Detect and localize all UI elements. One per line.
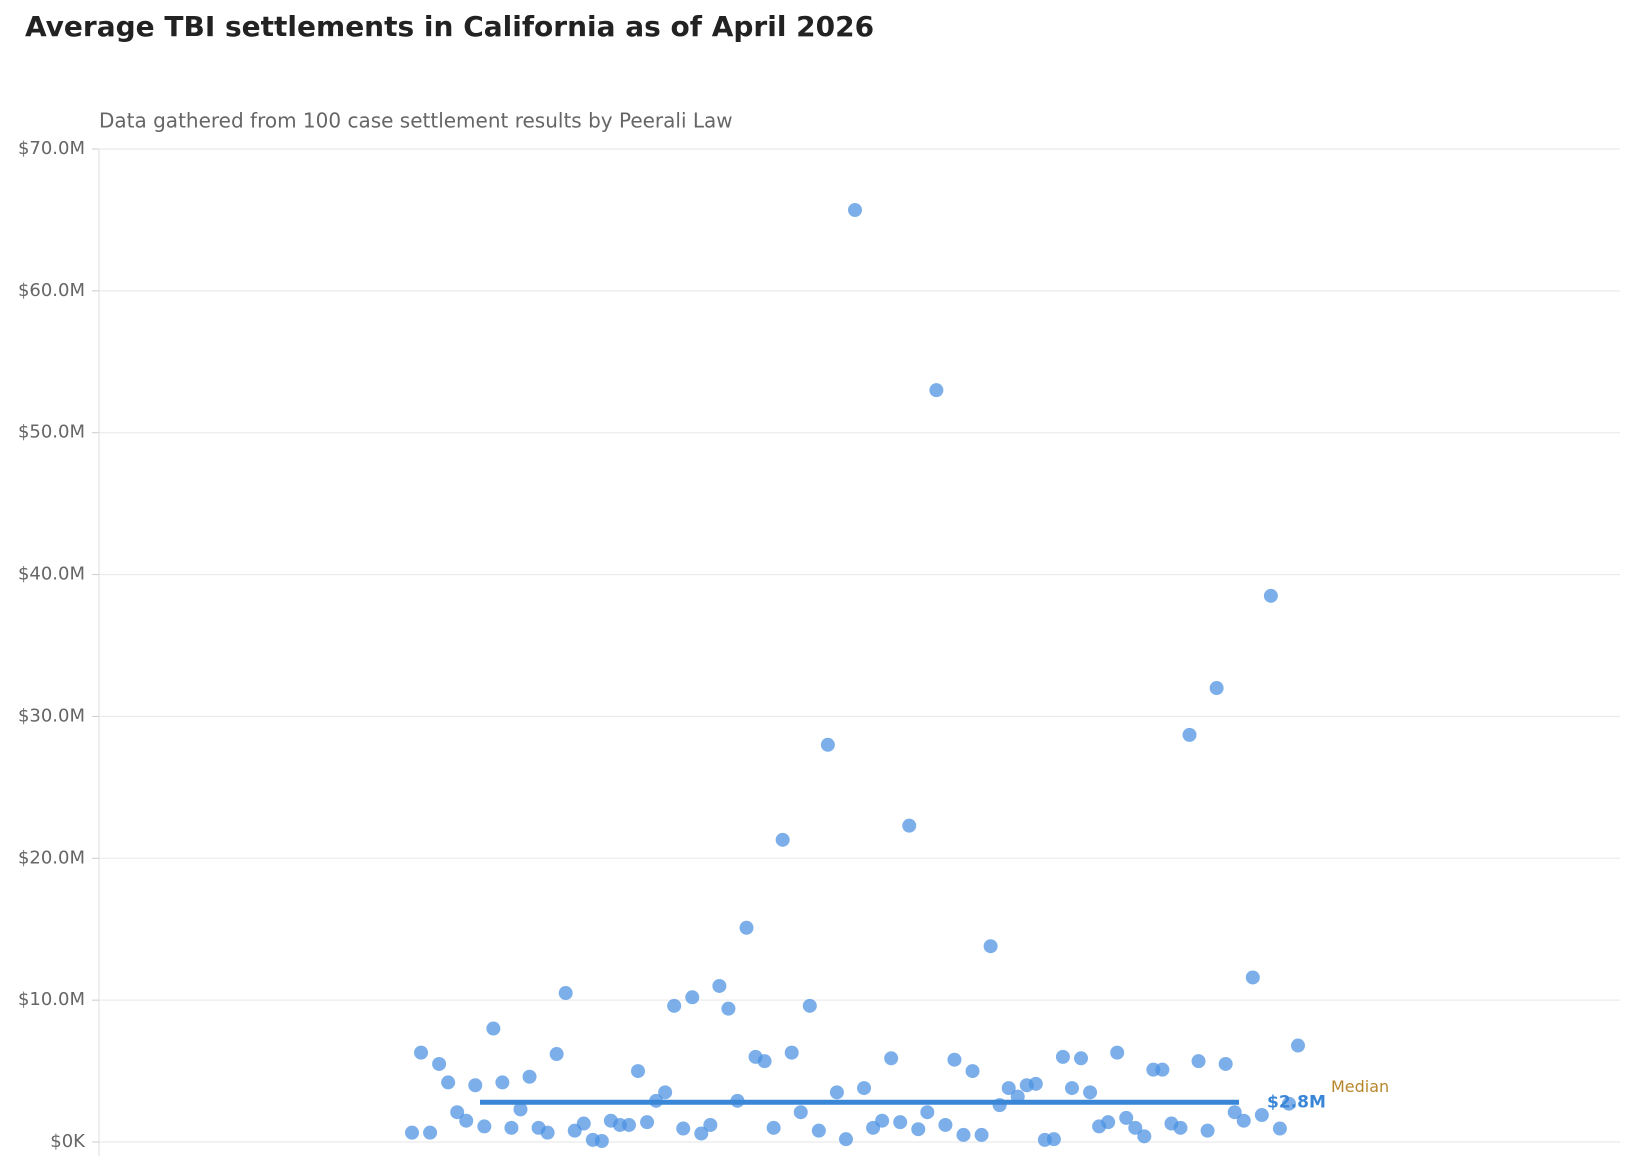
data-point (1083, 1085, 1098, 1100)
data-point (1028, 1076, 1043, 1091)
data-point (1137, 1129, 1152, 1144)
data-point (775, 832, 790, 847)
data-point (477, 1119, 492, 1134)
y-tick-label: $60.0M (18, 280, 85, 301)
data-point (829, 1085, 844, 1100)
data-point (621, 1117, 636, 1132)
data-point (640, 1115, 655, 1130)
data-point (857, 1081, 872, 1096)
data-point (739, 920, 754, 935)
data-point (495, 1075, 510, 1090)
data-point (1046, 1132, 1061, 1147)
data-point (920, 1105, 935, 1120)
data-point (513, 1102, 528, 1117)
data-point (558, 986, 573, 1001)
data-point (685, 990, 700, 1005)
data-point (793, 1105, 808, 1120)
data-point (956, 1127, 971, 1142)
data-point (1191, 1054, 1206, 1069)
data-point (1227, 1105, 1242, 1120)
data-point (911, 1122, 926, 1137)
data-point (1182, 727, 1197, 742)
data-point (947, 1052, 962, 1067)
data-point (1128, 1120, 1143, 1135)
data-point (784, 1045, 799, 1060)
data-point (468, 1078, 483, 1093)
data-point (965, 1064, 980, 1079)
data-point (423, 1125, 438, 1140)
data-point (441, 1075, 456, 1090)
median-label: Median (1331, 1077, 1389, 1096)
data-point (594, 1134, 609, 1149)
data-point (1110, 1045, 1125, 1060)
data-point (1236, 1113, 1251, 1128)
data-point (576, 1116, 591, 1131)
data-point (1245, 970, 1260, 985)
data-point (838, 1132, 853, 1147)
data-point (1074, 1051, 1089, 1066)
data-point (802, 998, 817, 1013)
data-point (694, 1126, 709, 1141)
data-point (414, 1045, 429, 1060)
y-tick-label: $10.0M (18, 989, 85, 1010)
data-point (884, 1051, 899, 1066)
data-point (721, 1001, 736, 1016)
data-point (676, 1121, 691, 1136)
data-point (820, 737, 835, 752)
data-point (504, 1120, 519, 1135)
data-point (1119, 1110, 1134, 1125)
data-point (875, 1113, 890, 1128)
data-point (1281, 1096, 1296, 1111)
data-point (1200, 1123, 1215, 1138)
y-tick-label: $40.0M (18, 564, 85, 585)
data-point (929, 383, 944, 398)
median-value-label: $2.8M (1267, 1092, 1326, 1112)
y-tick-label: $30.0M (18, 705, 85, 726)
data-point (1064, 1081, 1079, 1096)
y-tick-label: $70.0M (18, 138, 85, 159)
data-point (450, 1105, 465, 1120)
data-point (1209, 681, 1224, 696)
data-point (1055, 1049, 1070, 1064)
y-tick-label: $0K (50, 1131, 86, 1152)
data-point (522, 1069, 537, 1084)
data-point (667, 998, 682, 1013)
y-tick-label: $20.0M (18, 847, 85, 868)
data-point (974, 1127, 989, 1142)
data-point (902, 818, 917, 833)
data-point (486, 1021, 501, 1036)
data-point (712, 978, 727, 993)
data-point (540, 1125, 555, 1140)
data-point (1291, 1038, 1305, 1053)
data-point (1263, 588, 1278, 603)
data-point (405, 1125, 419, 1140)
chart-title: Average TBI settlements in California as… (25, 10, 874, 43)
data-point (459, 1113, 474, 1128)
data-point (1101, 1115, 1116, 1130)
data-point (848, 202, 862, 217)
data-point (432, 1056, 447, 1071)
data-point (938, 1117, 953, 1132)
data-point (1272, 1121, 1287, 1136)
chart-subtitle: Data gathered from 100 case settlement r… (99, 109, 733, 133)
data-point (1155, 1062, 1170, 1077)
data-point (757, 1054, 772, 1069)
data-point (766, 1120, 781, 1135)
data-point (893, 1115, 908, 1130)
data-point (1254, 1108, 1269, 1123)
data-point (1001, 1081, 1016, 1096)
data-point (1173, 1120, 1188, 1135)
y-tick-label: $50.0M (18, 422, 85, 443)
data-point (549, 1047, 564, 1062)
data-point (1218, 1056, 1233, 1071)
data-point (983, 939, 998, 954)
data-point (703, 1117, 718, 1132)
data-point (811, 1123, 826, 1138)
data-point (631, 1064, 646, 1079)
data-point (658, 1085, 673, 1100)
